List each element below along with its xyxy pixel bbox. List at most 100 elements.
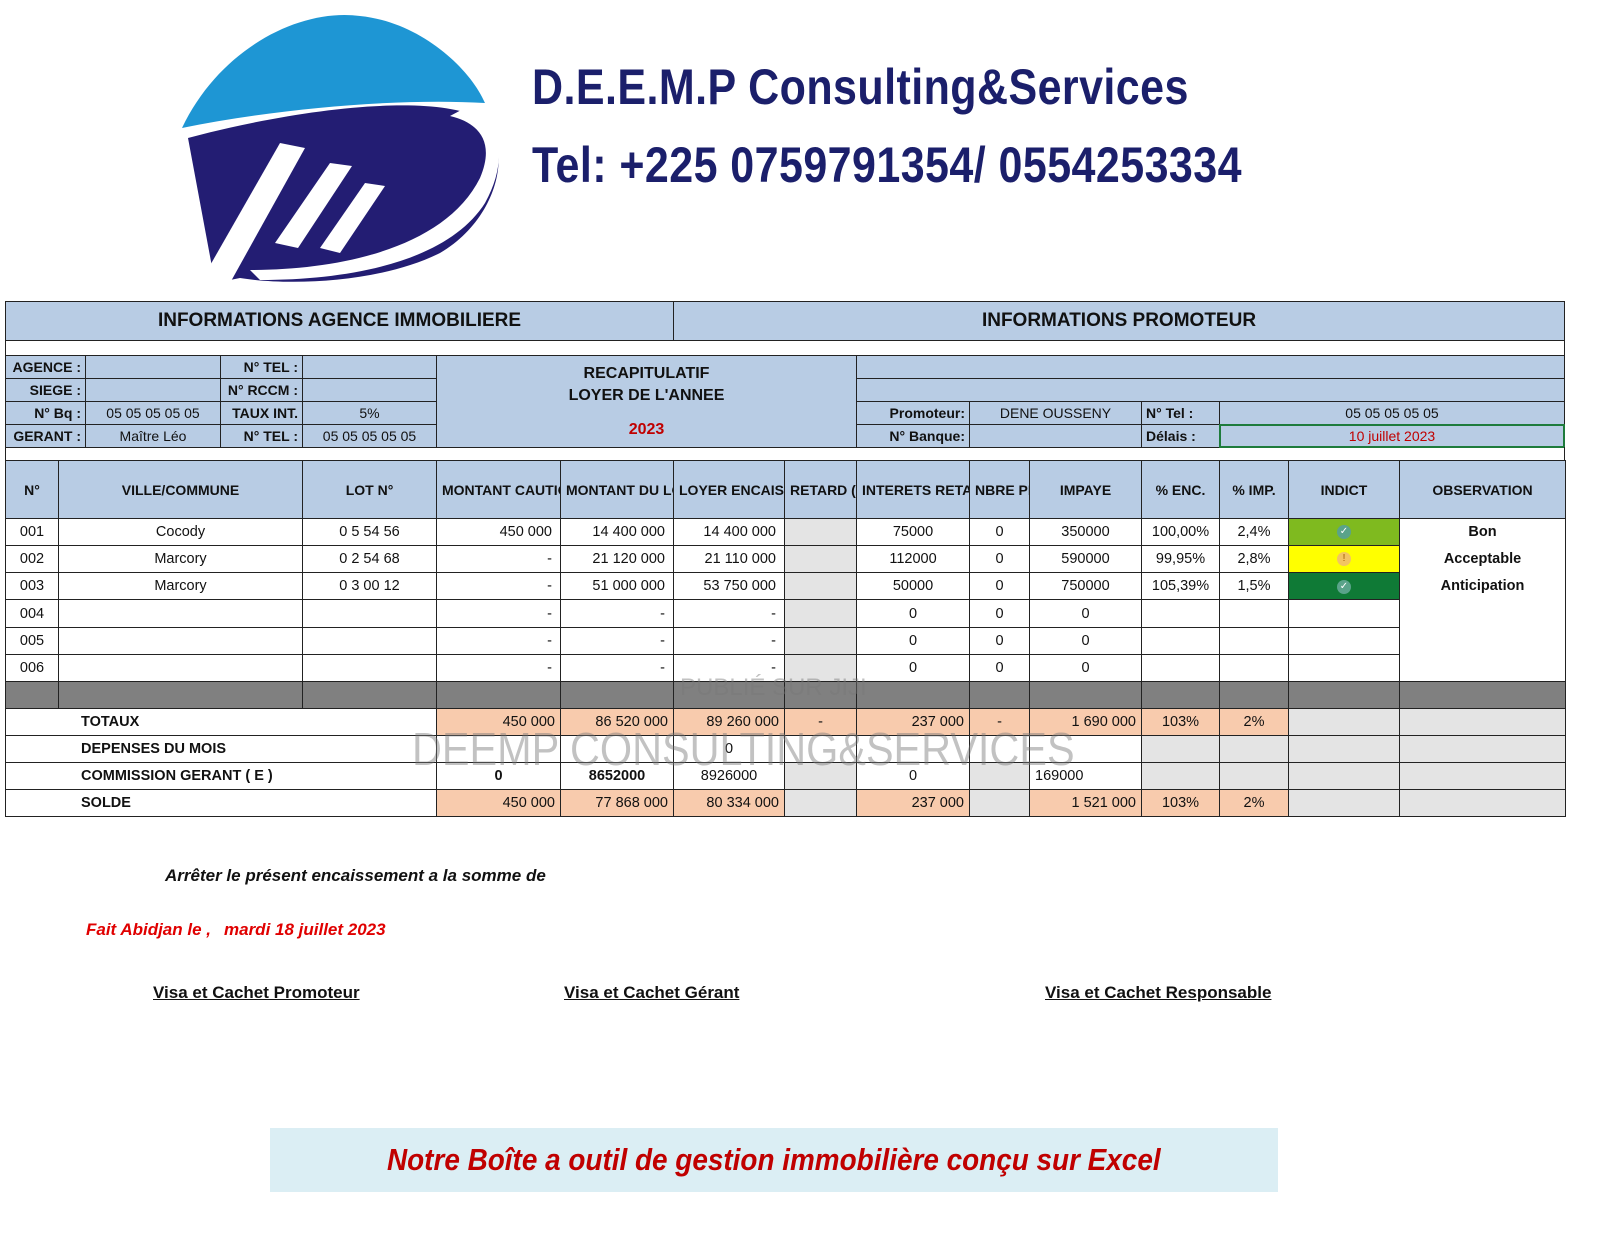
col-interets-cell[interactable]: 50000 (856, 572, 970, 601)
col-imp-cell[interactable] (1219, 653, 1289, 683)
depenses-empty-cell[interactable] (1399, 735, 1566, 763)
siege-value[interactable] (85, 378, 221, 402)
col-impaye-cell[interactable]: 0 (1029, 653, 1142, 683)
col-retard-cell[interactable] (784, 599, 857, 628)
col-nbre-cell[interactable]: 0 (969, 599, 1030, 628)
col-encaisse-cell[interactable]: - (673, 653, 785, 683)
col-lot-cell[interactable]: 0 2 54 68 (302, 545, 437, 574)
col-caution-cell[interactable]: - (436, 653, 561, 683)
commission-empty-cell[interactable] (1141, 762, 1220, 790)
col-encaisse-cell[interactable]: 21 110 000 (673, 545, 785, 574)
col-loyer-cell[interactable]: - (560, 653, 674, 683)
col-num-cell[interactable]: 001 (5, 517, 59, 547)
solde-loyer-cell[interactable]: 77 868 000 (560, 789, 674, 817)
col-loyer-cell[interactable]: 14 400 000 (560, 517, 674, 547)
depenses-empty-cell[interactable] (1029, 735, 1142, 763)
totaux-imp-cell[interactable]: 2% (1219, 708, 1289, 736)
commission-interets-cell[interactable]: 0 (856, 762, 970, 790)
col-imp-cell[interactable] (1219, 599, 1289, 628)
totaux-encaisse-cell[interactable]: 89 260 000 (673, 708, 785, 736)
col-caution-cell[interactable]: - (436, 545, 561, 574)
col-ville-cell[interactable]: Marcory (58, 545, 303, 574)
col-enc-cell[interactable]: 105,39% (1141, 572, 1220, 601)
col-lot-cell[interactable] (302, 626, 437, 655)
commission-impaye-cell[interactable]: 169000 (1029, 762, 1142, 790)
col-num-cell[interactable]: 003 (5, 572, 59, 601)
depenses-empty-cell[interactable] (784, 735, 857, 763)
col-caution-cell[interactable]: 450 000 (436, 517, 561, 547)
commission-empty-cell[interactable] (784, 762, 857, 790)
commission-empty-cell[interactable] (1399, 762, 1566, 790)
col-interets-cell[interactable]: 0 (856, 626, 970, 655)
commission-caution-cell[interactable]: 0 (436, 762, 561, 790)
col-imp-cell[interactable]: 1,5% (1219, 572, 1289, 601)
col-retard-cell[interactable] (784, 545, 857, 574)
solde-empty-cell[interactable] (784, 789, 857, 817)
col-caution-cell[interactable]: - (436, 599, 561, 628)
delais-value[interactable]: 10 juillet 2023 (1219, 424, 1565, 448)
commission-empty-cell[interactable] (1288, 762, 1400, 790)
col-loyer-cell[interactable]: 21 120 000 (560, 545, 674, 574)
col-retard-cell[interactable] (784, 517, 857, 547)
solde-empty-cell[interactable] (1288, 789, 1400, 817)
col-loyer-cell[interactable]: - (560, 599, 674, 628)
col-caution-cell[interactable]: - (436, 626, 561, 655)
promoteur-value[interactable]: DENE OUSSENY (969, 401, 1142, 425)
col-impaye-cell[interactable]: 0 (1029, 626, 1142, 655)
col-interets-cell[interactable]: 112000 (856, 545, 970, 574)
col-interets-cell[interactable]: 75000 (856, 517, 970, 547)
agence-tel-value[interactable] (302, 355, 437, 379)
col-encaisse-cell[interactable]: - (673, 626, 785, 655)
solde-enc-cell[interactable]: 103% (1141, 789, 1220, 817)
col-caution-cell[interactable]: - (436, 572, 561, 601)
col-num-cell[interactable]: 002 (5, 545, 59, 574)
agence-value[interactable] (85, 355, 221, 379)
col-impaye-cell[interactable]: 0 (1029, 599, 1142, 628)
totaux-retard-cell[interactable]: - (784, 708, 857, 736)
col-lot-cell[interactable] (302, 599, 437, 628)
col-nbre-cell[interactable]: 0 (969, 626, 1030, 655)
col-retard-cell[interactable] (784, 626, 857, 655)
totaux-interets-cell[interactable]: 237 000 (856, 708, 970, 736)
gerant-value[interactable]: Maître Léo (85, 424, 221, 448)
col-lot-cell[interactable] (302, 653, 437, 683)
gerant-tel-value[interactable]: 05 05 05 05 05 (302, 424, 437, 448)
col-ville-cell[interactable]: Cocody (58, 517, 303, 547)
commission-empty-cell[interactable] (1219, 762, 1289, 790)
col-impaye-cell[interactable]: 590000 (1029, 545, 1142, 574)
depenses-empty-cell[interactable] (969, 735, 1030, 763)
commission-encaisse-cell[interactable]: 8926000 (673, 762, 785, 790)
col-imp-cell[interactable] (1219, 626, 1289, 655)
solde-empty-cell[interactable] (969, 789, 1030, 817)
totaux-loyer-cell[interactable]: 86 520 000 (560, 708, 674, 736)
col-retard-cell[interactable] (784, 653, 857, 683)
col-encaisse-cell[interactable]: 14 400 000 (673, 517, 785, 547)
col-num-cell[interactable]: 005 (5, 626, 59, 655)
depenses-encaisse-cell[interactable]: 0 (673, 735, 785, 763)
promoter-tel-value[interactable]: 05 05 05 05 05 (1219, 401, 1565, 425)
col-num-cell[interactable]: 006 (5, 653, 59, 683)
solde-empty-cell[interactable] (1399, 789, 1566, 817)
depenses-empty-cell[interactable] (560, 735, 674, 763)
totaux-impaye-cell[interactable]: 1 690 000 (1029, 708, 1142, 736)
col-loyer-cell[interactable]: - (560, 626, 674, 655)
solde-impaye-cell[interactable]: 1 521 000 (1029, 789, 1142, 817)
col-lot-cell[interactable]: 0 3 00 12 (302, 572, 437, 601)
col-ville-cell[interactable] (58, 653, 303, 683)
depenses-empty-cell[interactable] (1141, 735, 1220, 763)
col-num-cell[interactable]: 004 (5, 599, 59, 628)
taux-value[interactable]: 5% (302, 401, 437, 425)
col-enc-cell[interactable] (1141, 599, 1220, 628)
col-interets-cell[interactable]: 0 (856, 653, 970, 683)
col-encaisse-cell[interactable]: 53 750 000 (673, 572, 785, 601)
col-enc-cell[interactable]: 99,95% (1141, 545, 1220, 574)
col-enc-cell[interactable]: 100,00% (1141, 517, 1220, 547)
col-ville-cell[interactable]: Marcory (58, 572, 303, 601)
totaux-caution-cell[interactable]: 450 000 (436, 708, 561, 736)
col-enc-cell[interactable] (1141, 653, 1220, 683)
solde-interets-cell[interactable]: 237 000 (856, 789, 970, 817)
col-lot-cell[interactable]: 0 5 54 56 (302, 517, 437, 547)
totaux-nbre-cell[interactable]: - (969, 708, 1030, 736)
depenses-empty-cell[interactable] (436, 735, 561, 763)
col-interets-cell[interactable]: 0 (856, 599, 970, 628)
